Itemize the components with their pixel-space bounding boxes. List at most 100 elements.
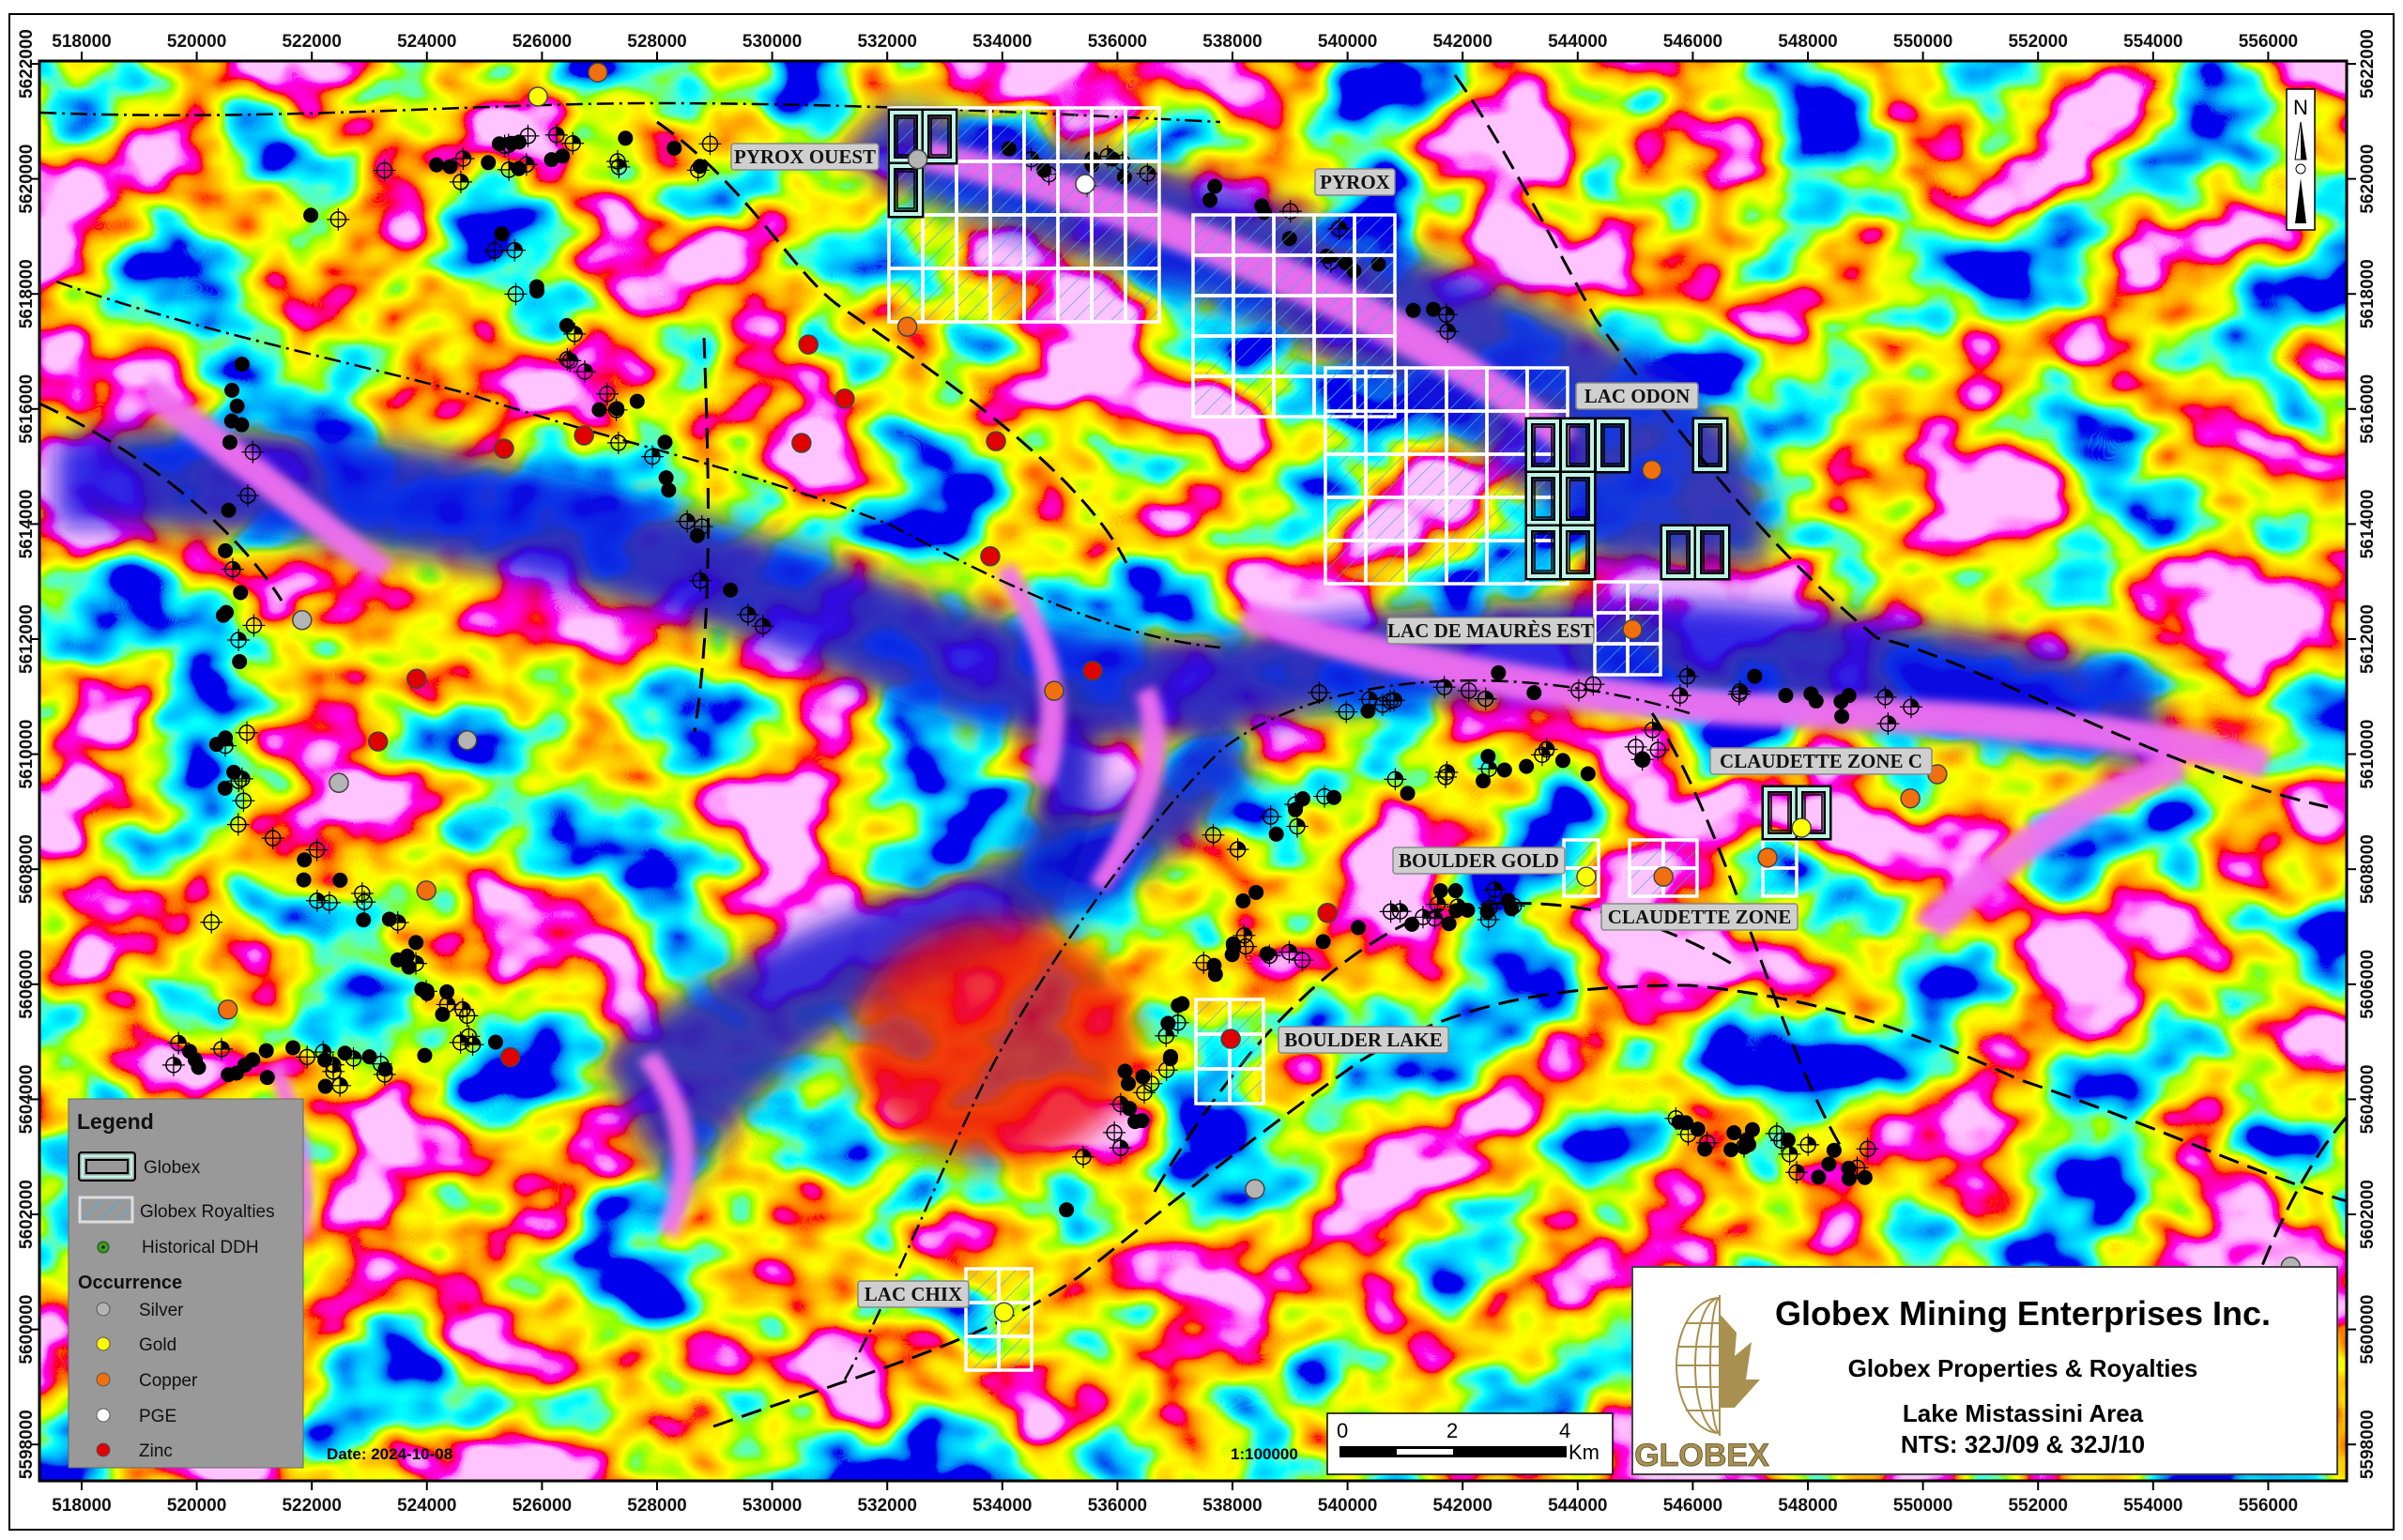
ddh-symbol [1133, 1081, 1156, 1105]
x-tick-label-top: 550000 [1893, 32, 1952, 52]
zinc-occurrence[interactable] [499, 1046, 521, 1068]
copper-occurrence[interactable] [1900, 788, 1921, 809]
copper-occurrence[interactable] [1622, 618, 1643, 640]
zinc-occurrence[interactable] [791, 433, 812, 453]
ddh-symbol [1728, 679, 1752, 703]
ddh-symbol [641, 445, 665, 468]
ddh-symbol [429, 157, 445, 173]
copper-occurrence[interactable] [416, 880, 436, 901]
x-tick-label-bottom: 544000 [1548, 1496, 1607, 1516]
ddh-symbol [214, 734, 237, 757]
silver-occurrence[interactable] [329, 772, 349, 793]
zinc-occurrence[interactable] [1082, 660, 1103, 681]
x-tick-label-bottom: 528000 [627, 1496, 686, 1516]
ddh-symbol [222, 435, 237, 450]
ddh-symbol [414, 982, 430, 998]
gold-occurrence[interactable] [1576, 866, 1597, 887]
ddh-symbol [373, 159, 396, 182]
ddh-symbol [529, 283, 545, 299]
ddh-symbol [226, 764, 242, 780]
property-label-text: CLAUDETTE ZONE [1608, 906, 1791, 928]
gold-occurrence[interactable] [1791, 817, 1813, 838]
copper-occurrence[interactable] [588, 62, 608, 83]
copper-occurrence[interactable] [896, 316, 918, 337]
zinc-occurrence[interactable] [494, 438, 514, 459]
zinc-occurrence[interactable] [574, 425, 594, 446]
silver-occurrence[interactable] [907, 149, 928, 170]
ddh-symbol [305, 838, 329, 861]
property-label-text: PYROX [1320, 171, 1390, 193]
scale-4: 4 [1559, 1419, 1570, 1442]
legend-occurrence-title: Occurrence [78, 1273, 182, 1293]
map-neatline [38, 59, 2349, 1483]
x-tick-label-top: 554000 [2123, 32, 2182, 52]
ddh-symbol [337, 1045, 353, 1061]
ddh-symbol [666, 140, 682, 156]
x-tick-label-top: 544000 [1548, 32, 1607, 52]
copper-occurrence[interactable] [1642, 460, 1662, 480]
pge-occurrence[interactable] [1075, 174, 1095, 194]
globex-claim [921, 108, 958, 165]
ddh-symbol [1308, 681, 1331, 705]
ddh-symbol [555, 148, 571, 164]
ddh-symbol [629, 393, 645, 409]
gold-occurrence[interactable] [528, 86, 548, 107]
copper-occurrence[interactable] [217, 999, 238, 1020]
legend-gold: Gold [139, 1335, 176, 1355]
ddh-symbol [1162, 1051, 1178, 1067]
x-tick-label-top: 552000 [2008, 32, 2067, 52]
ddh-symbol [1448, 903, 1464, 919]
legend: Legend Globex Globex Royalties Historica… [68, 1098, 304, 1469]
ddh-symbol [1747, 668, 1763, 684]
x-tick-label-top: 540000 [1318, 32, 1377, 52]
ddh-symbol [1778, 688, 1794, 704]
ddh-symbol [1436, 320, 1460, 343]
legend-pge: PGE [139, 1407, 176, 1426]
y-tick-label-right: 5618000 [2358, 259, 2378, 328]
ddh-symbol [1778, 1142, 1801, 1166]
zinc-occurrence[interactable] [406, 668, 427, 690]
zinc-occurrence[interactable] [834, 389, 855, 409]
ddh-symbol [439, 983, 455, 999]
property-label-text: CLAUDETTE ZONE C [1720, 750, 1922, 772]
copper-occurrence[interactable] [1044, 680, 1064, 701]
ddh-symbol [1519, 758, 1535, 774]
y-tick-label-left: 5600000 [17, 1295, 37, 1365]
y-tick-label-right: 5620000 [2358, 145, 2378, 214]
ddh-symbol [1841, 1170, 1857, 1186]
zinc-occurrence[interactable] [1317, 903, 1338, 923]
ddh-symbol [1479, 904, 1495, 920]
ddh-symbol [461, 1033, 484, 1057]
pge-dot-icon [96, 1408, 111, 1423]
silver-occurrence[interactable] [292, 610, 313, 631]
north-label: N [2293, 96, 2308, 119]
zinc-occurrence[interactable] [986, 431, 1006, 451]
scale-2: 2 [1446, 1419, 1458, 1442]
ddh-symbol [312, 1041, 335, 1064]
silver-occurrence[interactable] [1245, 1179, 1265, 1199]
ddh-symbol [1811, 1169, 1827, 1185]
zinc-occurrence[interactable] [1220, 1029, 1241, 1049]
gold-occurrence[interactable] [993, 1302, 1015, 1322]
ddh-symbol [1504, 901, 1520, 917]
legend-zinc: Zinc [139, 1441, 173, 1461]
ddh-symbol [1899, 695, 1922, 719]
ddh-symbol [1278, 940, 1301, 964]
ddh-symbol [1135, 1069, 1151, 1085]
zinc-occurrence[interactable] [367, 731, 389, 752]
zinc-occurrence[interactable] [980, 545, 1001, 567]
ddh-symbol [676, 510, 699, 533]
copper-occurrence[interactable] [1757, 847, 1778, 868]
ddh-symbol [1554, 753, 1570, 769]
x-tick-label-bottom: 538000 [1202, 1496, 1262, 1516]
silver-occurrence[interactable] [456, 730, 478, 751]
ddh-symbol [723, 582, 739, 598]
royalty-claim-block [1593, 580, 1662, 677]
ddh-symbol [1841, 688, 1857, 704]
ddh-symbol [1664, 1106, 1688, 1130]
x-tick-label-bottom: 536000 [1088, 1496, 1147, 1516]
globex-claim [1559, 470, 1597, 527]
copper-occurrence[interactable] [1653, 866, 1674, 887]
ddh-symbol [229, 1065, 245, 1081]
zinc-occurrence[interactable] [798, 334, 819, 355]
